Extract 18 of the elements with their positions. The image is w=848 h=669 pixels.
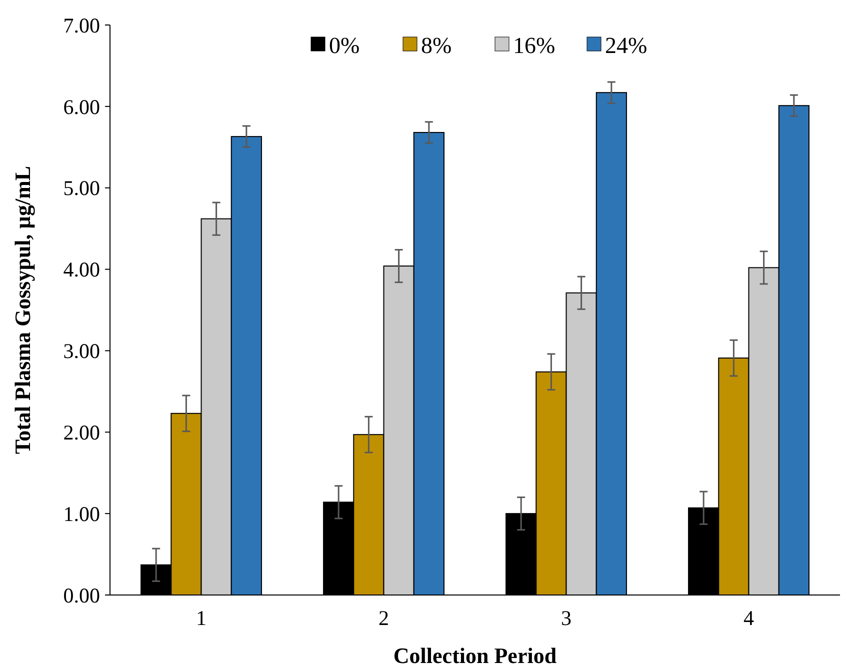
y-tick-label: 2.00 [63, 420, 100, 444]
x-tick-label: 2 [378, 606, 389, 630]
y-tick-label: 0.00 [63, 583, 100, 608]
x-tick-label: 3 [561, 606, 572, 630]
x-tick-label: 4 [744, 606, 754, 630]
y-tick-label: 1.00 [63, 502, 100, 526]
y-tick-label: 6.00 [63, 94, 100, 119]
x-axis-title: Collection Period [393, 643, 557, 668]
x-tick-label: 1 [196, 606, 206, 630]
legend-label: 24% [605, 33, 648, 58]
legend-label: 0% [329, 33, 360, 58]
y-tick-label: 4.00 [63, 258, 100, 282]
y-tick-label: 5.00 [63, 176, 100, 200]
y-tick-label: 3.00 [63, 339, 100, 364]
legend-label: 16% [513, 33, 556, 58]
y-axis-title: Total Plasma Gossypul, µg/mL [10, 166, 35, 454]
y-tick-label: 7.00 [63, 13, 100, 38]
legend-label: 8% [421, 33, 452, 58]
